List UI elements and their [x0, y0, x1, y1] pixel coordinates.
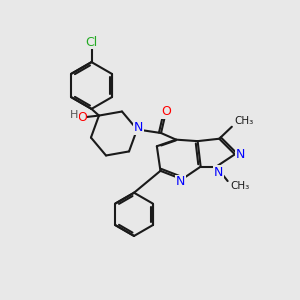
Text: N: N: [176, 175, 185, 188]
Text: CH₃: CH₃: [234, 116, 254, 126]
Text: CH₃: CH₃: [230, 182, 249, 191]
Text: N: N: [236, 148, 245, 161]
Text: N: N: [134, 122, 143, 134]
Text: O: O: [77, 111, 87, 124]
Text: H: H: [70, 110, 78, 120]
Text: O: O: [161, 105, 171, 118]
Text: Cl: Cl: [85, 36, 98, 49]
Text: N: N: [214, 166, 223, 178]
